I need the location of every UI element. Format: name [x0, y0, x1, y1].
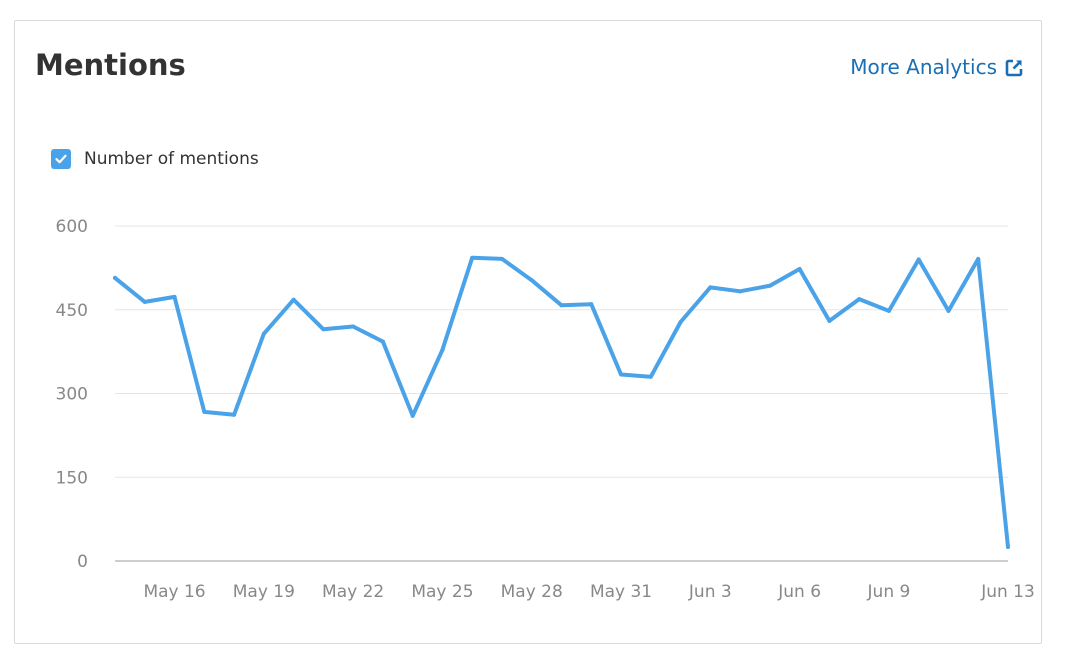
x-tick-label: May 28 [501, 582, 563, 602]
data-point [1006, 545, 1010, 550]
x-tick-label: May 25 [411, 582, 473, 602]
data-point [172, 294, 177, 299]
data-point [410, 413, 415, 418]
data-point [857, 297, 862, 302]
data-point [440, 347, 445, 352]
legend-item-number-of-mentions[interactable]: Number of mentions [51, 149, 259, 169]
x-tick-label: May 19 [233, 582, 295, 602]
x-tick-label: Jun 9 [867, 582, 911, 602]
data-point [797, 266, 802, 271]
checkmark-icon [55, 154, 67, 164]
x-tick-label: May 16 [143, 582, 205, 602]
data-point [708, 285, 713, 290]
data-point [321, 327, 326, 332]
data-point [470, 255, 475, 260]
data-point [916, 257, 921, 262]
x-tick-label: Jun 6 [777, 582, 821, 602]
x-tick-label: Jun 13 [980, 582, 1035, 602]
data-point [767, 283, 772, 288]
more-analytics-label: More Analytics [850, 55, 997, 79]
y-tick-label: 300 [56, 385, 88, 405]
data-point [380, 339, 385, 344]
data-point [113, 275, 117, 280]
y-tick-label: 0 [77, 552, 88, 572]
data-point [648, 374, 653, 379]
data-point [529, 278, 534, 283]
x-tick-label: Jun 3 [688, 582, 732, 602]
data-point [232, 412, 237, 417]
external-link-icon [1005, 58, 1023, 77]
series-line-number-of-mentions [113, 255, 1010, 549]
data-point [619, 372, 624, 377]
x-tick-label: May 22 [322, 582, 384, 602]
more-analytics-link[interactable]: More Analytics [850, 55, 1023, 79]
data-point [559, 303, 564, 308]
legend-checkbox[interactable] [51, 149, 71, 169]
legend-label: Number of mentions [84, 149, 259, 169]
data-point [202, 409, 207, 414]
data-point [589, 302, 594, 307]
y-tick-label: 150 [56, 468, 88, 488]
data-point [946, 308, 951, 313]
y-tick-label: 450 [56, 301, 88, 321]
x-tick-label: May 31 [590, 582, 652, 602]
data-point [886, 308, 891, 313]
data-point [261, 331, 266, 336]
data-point [291, 297, 296, 302]
card-title: Mentions [35, 48, 186, 82]
y-tick-label: 600 [56, 217, 88, 237]
data-point [827, 318, 832, 323]
data-point [351, 324, 356, 329]
data-point [499, 256, 504, 261]
data-point [678, 320, 683, 325]
data-point [738, 289, 743, 294]
data-point [142, 299, 147, 304]
data-point [976, 256, 981, 261]
